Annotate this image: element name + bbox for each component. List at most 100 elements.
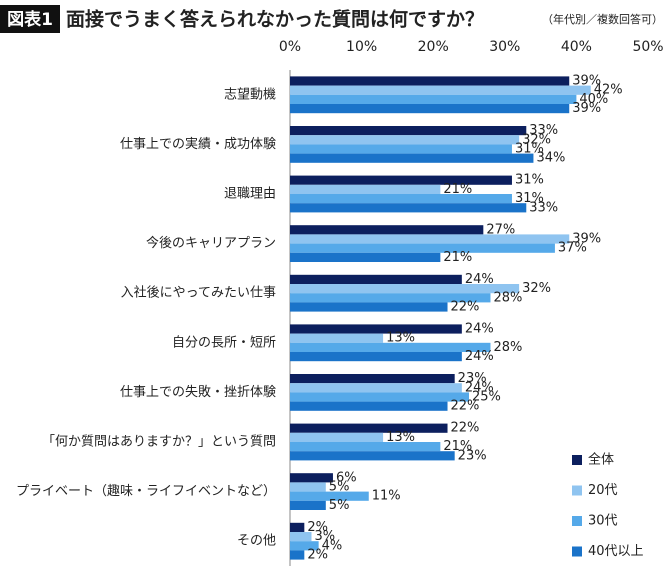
bar <box>290 104 570 114</box>
bar <box>290 401 448 411</box>
bar <box>290 293 491 303</box>
value-label: 23% <box>458 448 487 463</box>
value-label: 11% <box>372 489 401 504</box>
value-label: 31% <box>515 173 544 188</box>
bar <box>290 442 441 452</box>
legend-swatch <box>572 516 582 526</box>
x-tick-label: 40% <box>561 39 592 55</box>
bar <box>290 451 455 461</box>
value-label: 22% <box>451 399 480 414</box>
y-tick-label: 入社後にやってみたい仕事 <box>121 285 276 301</box>
chart-subtitle: （年代別／複数回答可） <box>542 12 663 26</box>
y-tick-label: 「何か質問はありますか？」という質問 <box>42 434 276 450</box>
value-label: 33% <box>529 123 558 138</box>
bar <box>290 284 520 294</box>
value-label: 28% <box>493 290 522 305</box>
value-label: 39% <box>572 74 601 89</box>
value-label: 31% <box>515 191 544 206</box>
bar <box>290 383 462 393</box>
bar <box>290 274 462 284</box>
value-label: 6% <box>336 470 357 485</box>
x-tick-label: 10% <box>346 39 377 55</box>
chart-title: 面接でうまく答えられなかった質問は何ですか？ <box>66 8 484 31</box>
bar <box>290 392 469 402</box>
value-label: 21% <box>443 182 472 197</box>
bar <box>290 482 326 492</box>
bar <box>290 333 384 343</box>
bar <box>290 342 491 352</box>
value-label: 21% <box>443 439 472 454</box>
bar <box>290 135 520 145</box>
y-tick-label: 退職理由 <box>224 187 276 202</box>
value-label: 28% <box>493 340 522 355</box>
value-label: 24% <box>465 272 494 287</box>
bar <box>290 76 570 86</box>
legend-label: 20代 <box>588 483 618 498</box>
bar <box>290 532 312 542</box>
x-tick-label: 0% <box>279 39 301 55</box>
y-tick-label: 仕事上での失敗・挫折体験 <box>120 385 276 400</box>
y-tick-label: プライベート（趣味・ライフイベントなど） <box>16 484 276 499</box>
bar <box>290 324 462 334</box>
value-label: 5% <box>329 480 350 495</box>
legend-label: 全体 <box>588 452 614 468</box>
y-tick-label: その他 <box>237 534 276 549</box>
bar <box>290 234 570 244</box>
bar <box>290 541 319 551</box>
bar <box>290 85 591 95</box>
value-label: 3% <box>314 529 335 544</box>
value-label: 13% <box>386 430 415 445</box>
value-label: 22% <box>451 300 480 315</box>
value-label: 2% <box>307 520 328 535</box>
value-label: 42% <box>594 83 623 98</box>
value-label: 24% <box>465 322 494 337</box>
value-label: 22% <box>451 421 480 436</box>
legend-swatch <box>572 546 582 557</box>
value-label: 21% <box>443 250 472 265</box>
bar <box>290 126 527 136</box>
bar <box>290 175 512 185</box>
value-label: 33% <box>529 200 558 215</box>
bar <box>290 94 577 104</box>
bar <box>290 243 555 253</box>
x-tick-label: 20% <box>418 39 449 55</box>
legend-label: 30代 <box>588 514 618 529</box>
value-label: 32% <box>522 281 551 296</box>
badge: 図表1 <box>7 9 53 30</box>
bar <box>290 550 305 560</box>
bar <box>290 352 462 362</box>
bar <box>290 184 441 194</box>
value-label: 37% <box>558 241 587 256</box>
bar <box>290 491 369 501</box>
bar <box>290 522 305 532</box>
legend-swatch <box>572 455 582 465</box>
value-label: 32% <box>522 132 551 147</box>
y-tick-label: 今後のキャリアプラン <box>146 235 276 251</box>
value-label: 31% <box>515 142 544 157</box>
value-label: 4% <box>322 538 343 553</box>
bar <box>290 423 448 433</box>
y-tick-label: 自分の長所・短所 <box>172 335 276 350</box>
legend-swatch <box>572 485 582 496</box>
bar <box>290 473 333 483</box>
value-label: 13% <box>386 331 415 346</box>
bar <box>290 302 448 312</box>
bar <box>290 374 455 384</box>
x-tick-label: 30% <box>489 39 520 55</box>
value-label: 24% <box>465 349 494 364</box>
value-label: 25% <box>472 390 501 405</box>
value-label: 27% <box>486 222 515 237</box>
y-tick-label: 志望動機 <box>224 86 276 102</box>
value-label: 40% <box>579 92 608 107</box>
value-label: 23% <box>458 371 487 386</box>
value-label: 34% <box>536 151 565 166</box>
y-tick-label: 仕事上での実績・成功体験 <box>120 136 276 152</box>
legend-label: 40代以上 <box>588 544 644 559</box>
bar <box>290 144 512 154</box>
value-label: 39% <box>572 232 601 247</box>
bar <box>290 194 512 204</box>
bar <box>290 252 441 262</box>
bar <box>290 153 534 163</box>
bar <box>290 225 484 235</box>
